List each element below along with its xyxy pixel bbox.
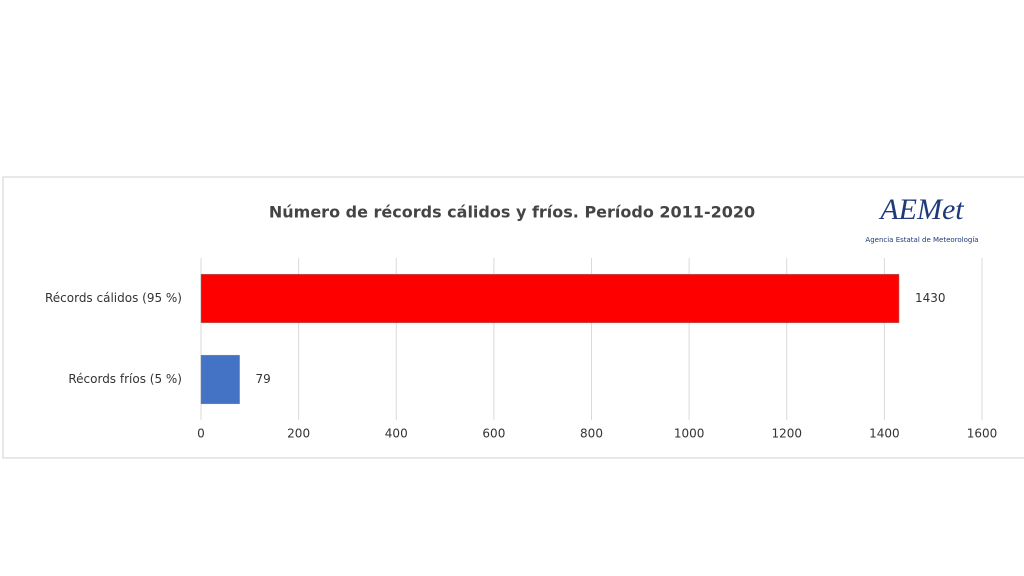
x-tick-label: 0 [197, 427, 205, 441]
value-label: 79 [256, 372, 271, 386]
y-tick-label: Récords fríos (5 %) [68, 372, 182, 386]
x-tick-label: 800 [580, 427, 603, 441]
x-tick-label: 400 [385, 427, 408, 441]
bar [200, 273, 900, 324]
y-tick-label: Récords cálidos (95 %) [45, 291, 182, 305]
chart-title: Número de récords cálidos y fríos. Perío… [269, 203, 755, 222]
bar [200, 354, 240, 405]
x-tick-label: 1200 [771, 427, 802, 441]
x-tick-label: 1400 [869, 427, 900, 441]
logo: AEMet [878, 193, 964, 226]
x-tick-label: 1000 [674, 427, 705, 441]
logo-subtitle: Agencia Estatal de Meteorología [865, 236, 978, 244]
x-tick-label: 200 [287, 427, 310, 441]
x-tick-label: 600 [482, 427, 505, 441]
value-label: 1430 [915, 291, 946, 305]
x-tick-label: 1600 [967, 427, 998, 441]
